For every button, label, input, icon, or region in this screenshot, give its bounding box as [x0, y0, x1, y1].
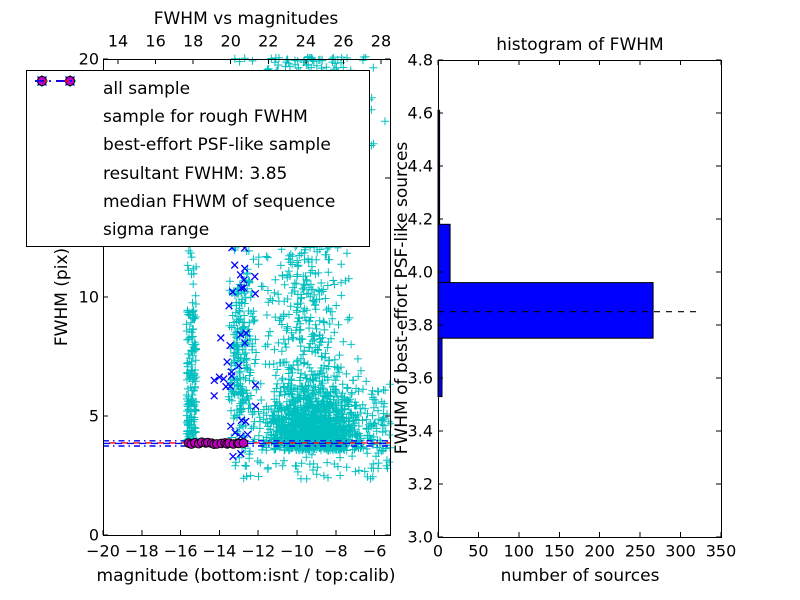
tick-label: −10	[280, 541, 314, 561]
left-plot-title: FWHM vs magnitudes	[153, 9, 339, 29]
left-plot-xlabel: magnitude (bottom:isnt / top:calib)	[96, 566, 396, 586]
tick-label: 10	[78, 287, 99, 307]
tick-label: 4.8	[407, 50, 433, 70]
psf-sample-points	[183, 437, 249, 450]
histogram-bar	[437, 223, 451, 284]
legend-label: best-effort PSF-like sample	[103, 135, 331, 156]
tick-label: 3.2	[407, 474, 433, 494]
legend: all sample sample for rough FWHM best-ef…	[26, 70, 370, 247]
tick-label: 350	[705, 541, 737, 561]
legend-label: median FHWM of sequence	[103, 191, 336, 212]
right-plot-data	[437, 109, 697, 398]
legend-label: sample for rough FWHM	[103, 107, 308, 128]
tick-label: −8	[324, 541, 348, 561]
tick-label: 250	[624, 541, 656, 561]
tick-label: 22	[258, 31, 279, 51]
tick-label: 4.0	[407, 262, 433, 282]
tick-label: 20	[78, 49, 99, 69]
tick-label: 24	[295, 31, 317, 51]
right-axes-spines	[438, 60, 722, 538]
left-axes-spines	[103, 59, 391, 536]
left-plot-ylabel: FWHM (pix)	[52, 247, 72, 347]
tick-label: 200	[584, 541, 615, 561]
tick-label: 26	[333, 31, 354, 51]
legend-row-rough-sample: sample for rough FWHM	[27, 76, 369, 131]
legend-label: resultant FWHM: 3.85	[103, 163, 288, 184]
tick-label: 100	[503, 541, 535, 561]
tick-label: 4.2	[407, 209, 433, 229]
tick-label: 0	[432, 541, 444, 561]
tick-label: 150	[544, 541, 575, 561]
tick-label: 4.6	[407, 103, 433, 123]
tick-label: 16	[145, 31, 166, 51]
tick-label: 3.0	[407, 527, 433, 547]
tick-label: 4.4	[407, 156, 433, 176]
tick-label: 50	[468, 541, 489, 561]
histogram-bars	[437, 109, 654, 398]
tick-label: 28	[370, 31, 392, 51]
right-plot-ylabel: FWHM of best-effort PSF-like sources	[392, 141, 412, 455]
legend-row-psf-sample: best-effort PSF-like sample	[27, 75, 369, 159]
tick-label: 3.8	[407, 315, 433, 335]
tick-label: 0	[88, 525, 99, 545]
legend-label: all sample	[103, 79, 191, 100]
left-plot-data	[103, 54, 394, 483]
tick-label: 3.4	[407, 421, 433, 441]
tick-label: 18	[182, 31, 204, 51]
tick-label: −16	[163, 541, 198, 561]
tick-label: −14	[202, 541, 237, 561]
tick-label: −20	[86, 541, 120, 561]
tick-label: −6	[362, 541, 387, 561]
legend-row-resultant: resultant FWHM: 3.85	[27, 80, 369, 188]
legend-row-sigma: sigma range	[27, 80, 369, 244]
legend-label: sigma range	[103, 220, 210, 241]
tick-label: −18	[124, 541, 159, 561]
right-plot-title: histogram of FWHM	[496, 35, 664, 55]
tick-label: 300	[665, 541, 696, 561]
right-plot-xlabel: number of sources	[500, 566, 660, 586]
histogram-bar	[437, 282, 654, 339]
tick-label: 5	[88, 406, 99, 426]
tick-label: 20	[220, 31, 241, 51]
tick-label: −12	[241, 541, 276, 561]
tick-label: 14	[107, 31, 129, 51]
tick-label: 3.6	[407, 368, 433, 388]
legend-row-median: median FHWM of sequence	[27, 80, 369, 216]
